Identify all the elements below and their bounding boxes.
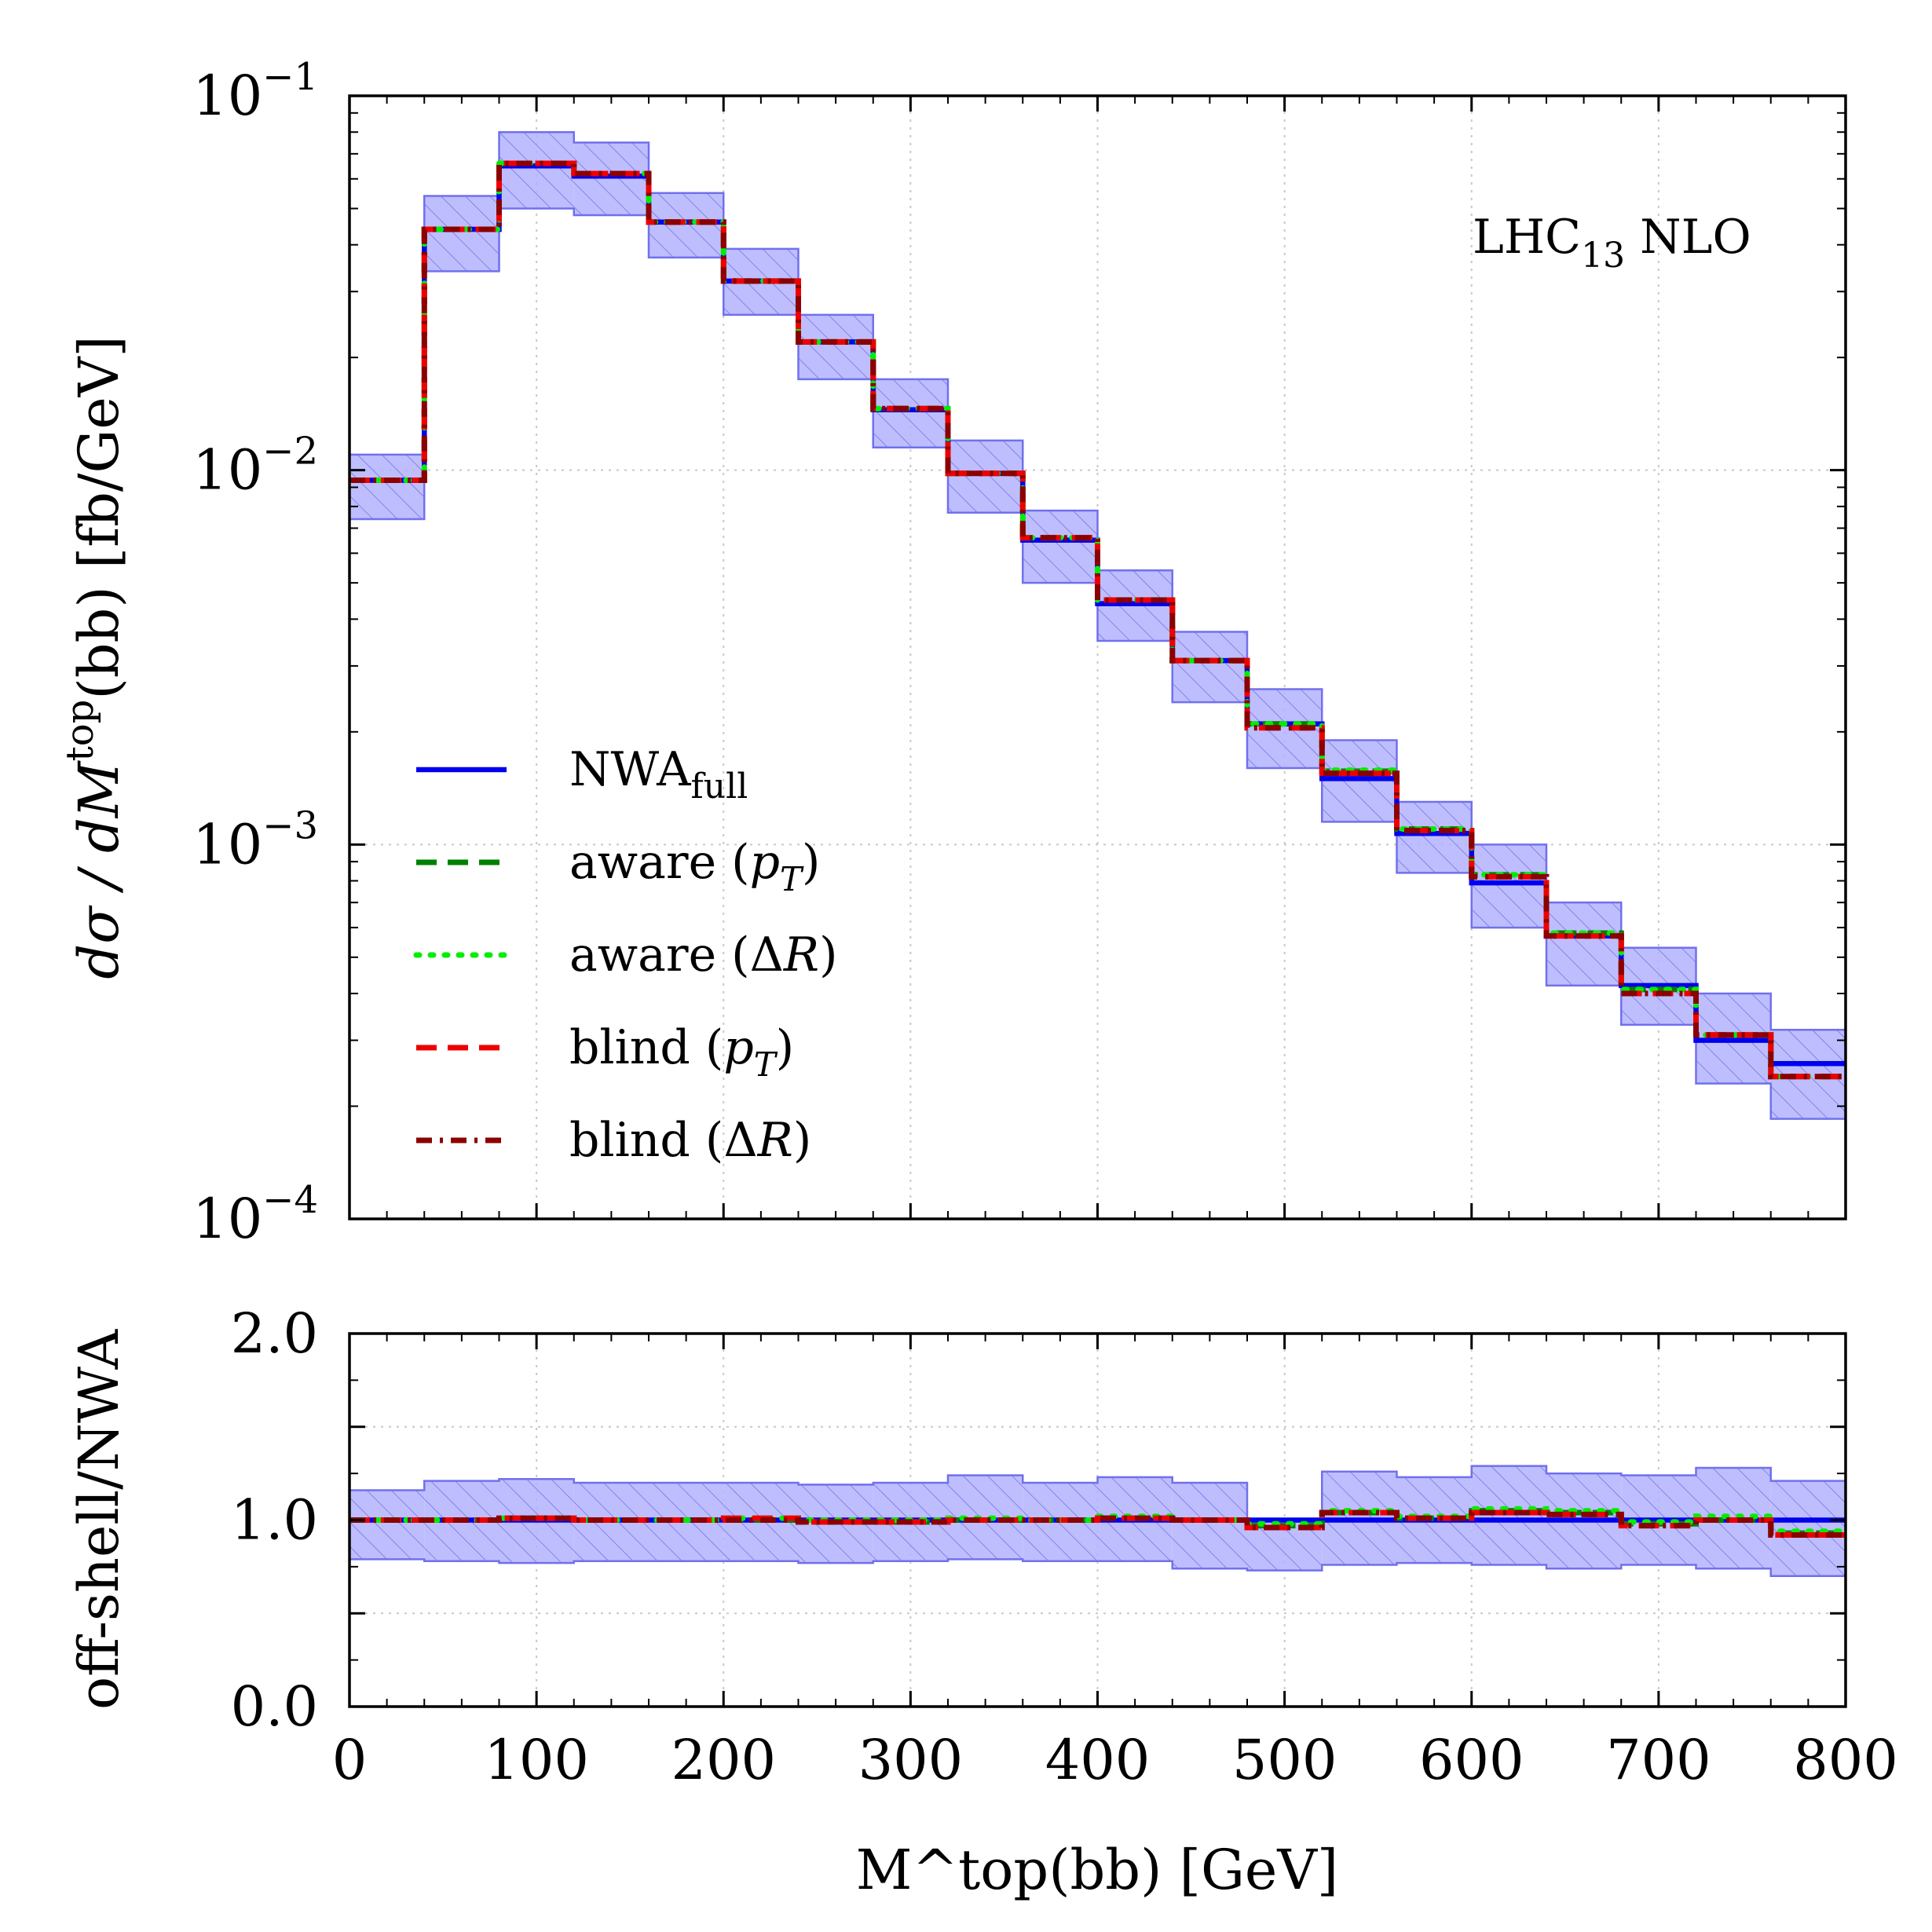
ratio-series-blind-r <box>349 1509 1846 1538</box>
x-tick-label: 200 <box>671 1728 776 1792</box>
x-tick-label: 0 <box>332 1728 368 1792</box>
main-y-tick-label: 10−1 <box>192 55 318 128</box>
legend-label: blind (ΔR) <box>569 1113 811 1168</box>
legend-label: blind (pT) <box>569 1020 794 1084</box>
ratio-band-hatch <box>948 1475 1023 1560</box>
ratio-band-hatch <box>349 1490 425 1560</box>
x-tick-label: 500 <box>1232 1728 1337 1792</box>
ratio-band-hatch <box>1172 1483 1248 1569</box>
main-y-tick-label: 10−3 <box>192 803 318 876</box>
main-band-hatch <box>798 314 873 379</box>
ratio-y-axis-title: off-shell/NWA <box>67 1329 131 1711</box>
annotation: LHC13 NLO <box>1473 210 1751 276</box>
legend-label: aware (pT) <box>569 835 820 898</box>
ratio-panel: 0.0 1.0 2.0 0 100 200 300 400 500 600 700 800 off-… <box>67 1301 1898 1902</box>
x-tick-label: 400 <box>1045 1728 1151 1792</box>
ratio-series <box>349 1506 1846 1538</box>
ratio-y-tick-label: 0.0 <box>231 1674 318 1739</box>
main-panel: 10−1 10−2 10−3 10−4 LHC13 NLO dσ / dMtop(bb… <box>58 55 1847 1251</box>
main-band-hatch <box>1023 510 1098 584</box>
main-series-blind-r <box>349 160 1846 1080</box>
ratio-band-lower-edge <box>349 1558 1846 1577</box>
main-y-tick-label: 10−2 <box>192 430 318 503</box>
main-band-hatch <box>424 196 499 272</box>
main-plot-frame <box>348 94 1847 1220</box>
main-band-hatch <box>1546 902 1622 986</box>
ratio-band-hatch <box>1471 1465 1547 1565</box>
x-axis-title: M^top(bb) [GeV] <box>856 1838 1338 1902</box>
main-band-hatch <box>499 132 574 209</box>
main-band-hatch <box>573 142 649 215</box>
main-band-hatch <box>1396 802 1472 873</box>
legend: NWAfull aware (pT) aware (ΔR) blind (pT) bli… <box>413 742 838 1168</box>
ratio-y-tick-label: 2.0 <box>231 1301 318 1366</box>
ratio-xtick-labels: 0 100 200 300 400 500 600 700 800 <box>332 1728 1898 1792</box>
x-tick-label: 700 <box>1606 1728 1711 1792</box>
main-band-hatch <box>649 192 724 258</box>
main-y-tick-label: 10−4 <box>192 1178 318 1251</box>
x-tick-label: 600 <box>1419 1728 1524 1792</box>
legend-label: NWAfull <box>569 742 748 807</box>
legend-label: aware (ΔR) <box>569 928 838 982</box>
main-grid <box>349 96 1846 1219</box>
ratio-ytick-labels: 0.0 1.0 2.0 <box>231 1301 318 1739</box>
main-band-hatch <box>948 440 1023 513</box>
main-ytick-labels: 10−1 10−2 10−3 10−4 <box>192 55 318 1251</box>
main-band-lower-edge <box>349 207 1846 1120</box>
main-series <box>349 160 1846 1080</box>
main-band-hatch <box>1172 631 1248 703</box>
x-tick-label: 300 <box>858 1728 964 1792</box>
main-band-hatch <box>873 379 949 448</box>
x-tick-label: 800 <box>1793 1728 1898 1792</box>
main-band-hatch <box>1471 844 1547 928</box>
ratio-band-hatch <box>1770 1480 1846 1576</box>
main-y-axis-title: dσ / dMtop(bb) [fb/GeV] <box>58 335 131 979</box>
main-band-hatch <box>349 454 425 519</box>
main-series-aware-r <box>349 160 1846 1080</box>
ratio-y-tick-label: 1.0 <box>231 1488 318 1553</box>
x-tick-label: 100 <box>484 1728 589 1792</box>
ratio-band-upper-edge <box>349 1465 1846 1521</box>
ratio-plot-frame <box>348 1332 1847 1708</box>
